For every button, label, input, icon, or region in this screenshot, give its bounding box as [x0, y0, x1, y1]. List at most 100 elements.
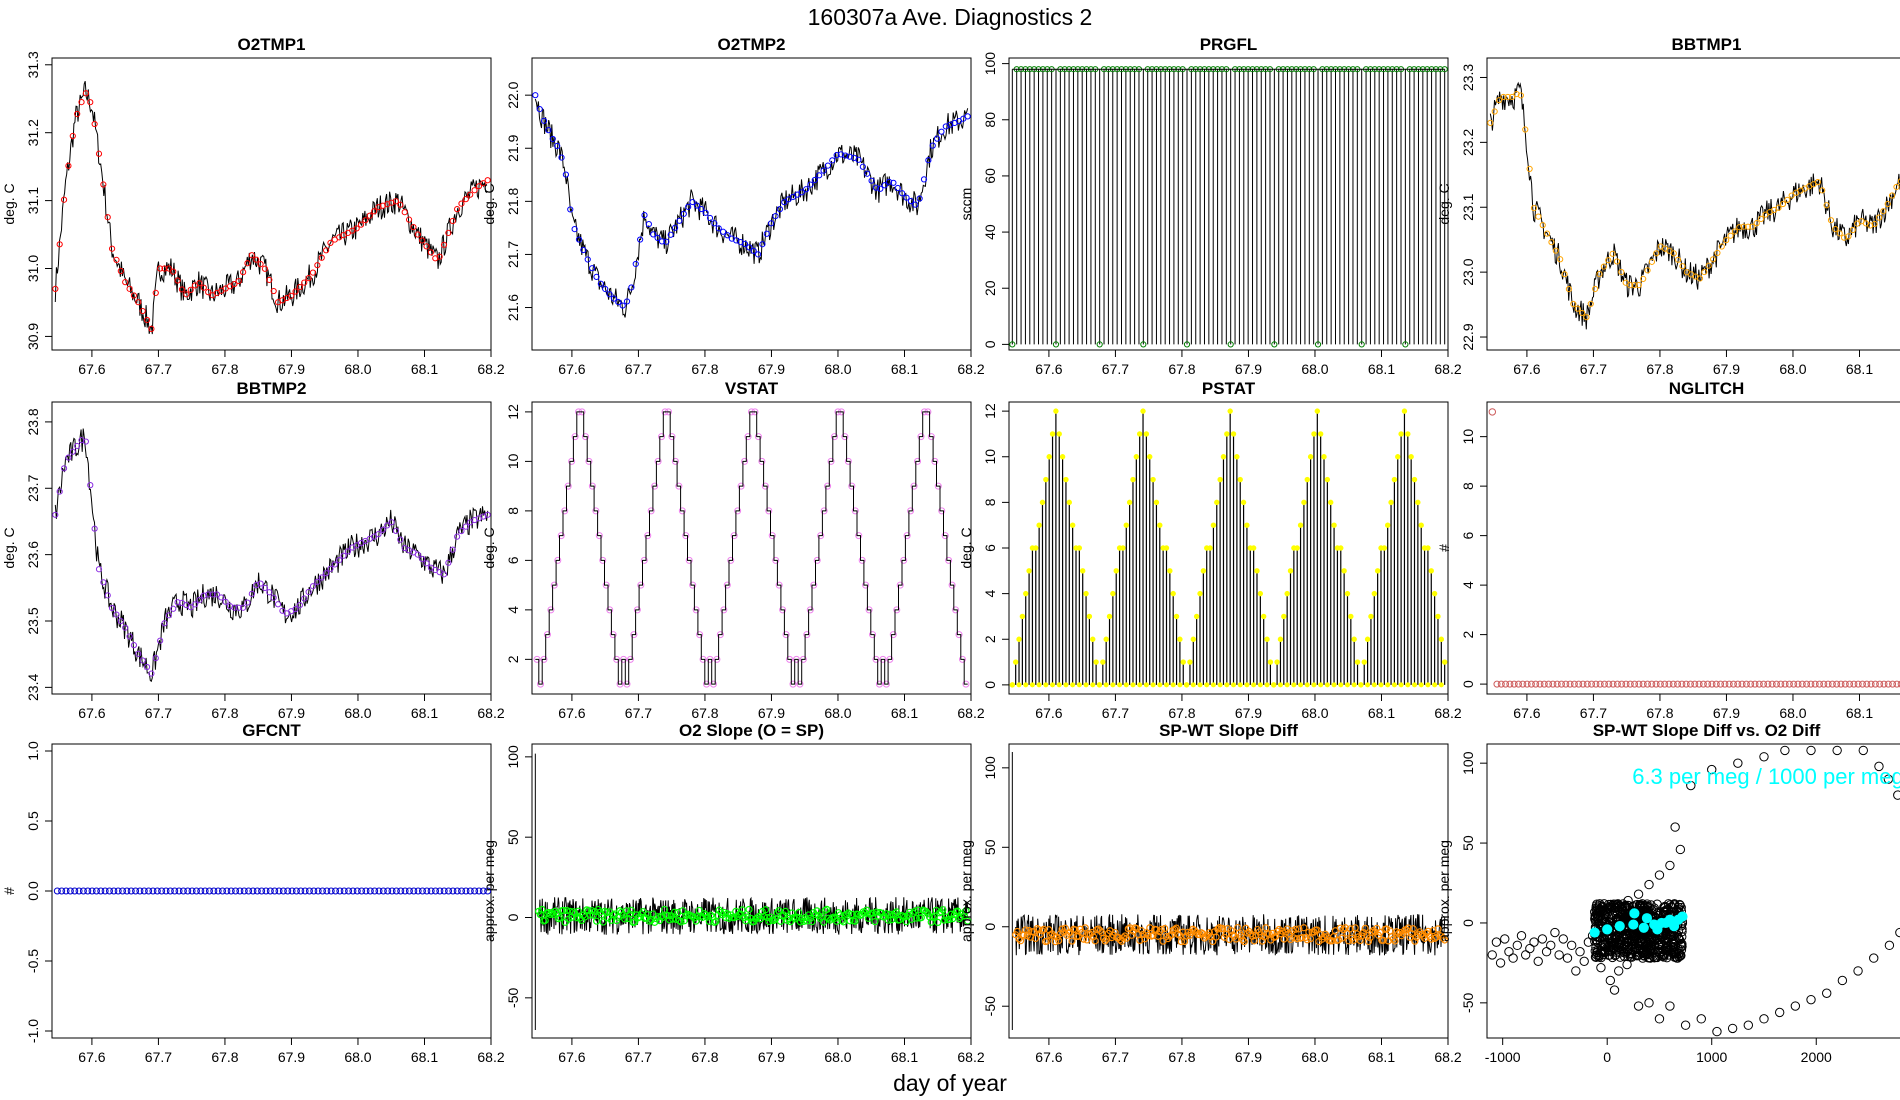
- data-point: [244, 260, 251, 267]
- data-point: [327, 887, 335, 895]
- data-point: [1398, 682, 1404, 688]
- data-point: [952, 606, 960, 614]
- data-point: [1113, 568, 1119, 574]
- data-point: [1404, 924, 1412, 932]
- data-point: [1557, 680, 1565, 688]
- data-point: [1537, 934, 1548, 944]
- data-point: [1219, 924, 1227, 933]
- data-point: [1177, 636, 1183, 642]
- data-point: [1101, 937, 1109, 945]
- data-point: [71, 887, 79, 895]
- chart-title: BBTMP2: [237, 379, 307, 398]
- data-point: [929, 142, 936, 149]
- data-point: [1840, 234, 1848, 241]
- data-point: [712, 917, 720, 926]
- data-point: [362, 887, 370, 895]
- data-point: [879, 655, 887, 663]
- data-point: [547, 606, 555, 614]
- data-point: [235, 604, 242, 611]
- data-point: [855, 156, 862, 163]
- series-line: [1015, 914, 1446, 956]
- data-point: [1785, 680, 1793, 688]
- data-point: [445, 229, 452, 237]
- data-point: [91, 525, 98, 532]
- plot-frame: [531, 743, 972, 1039]
- data-point: [624, 914, 632, 923]
- data-point: [759, 241, 766, 248]
- data-point: [654, 457, 662, 465]
- data-point: [768, 220, 775, 227]
- data-point: [1588, 680, 1596, 688]
- data-point: [1043, 476, 1049, 483]
- data-point: [1284, 590, 1290, 597]
- data-point: [418, 887, 426, 895]
- data-point: [249, 887, 257, 895]
- data-point: [309, 269, 317, 276]
- y-axis-label: deg. C: [1436, 183, 1452, 224]
- y-tick-label: 40: [982, 224, 998, 240]
- data-point: [646, 917, 654, 925]
- data-point: [758, 457, 766, 465]
- data-point: [599, 918, 607, 926]
- data-point: [1381, 545, 1388, 551]
- chart-vstat: VSTAT deg. C 67.6 67.7 67.8 67.9 68.0 68.1 68.2 2…: [481, 379, 985, 721]
- data-point: [744, 433, 752, 441]
- data-point: [864, 914, 872, 922]
- data-point: [1875, 214, 1883, 221]
- data-point: [664, 911, 672, 920]
- data-point: [170, 605, 177, 612]
- data-point: [1633, 889, 1644, 899]
- data-point: [200, 592, 207, 599]
- data-point: [1214, 499, 1220, 506]
- y-axis-label: #: [1436, 544, 1452, 552]
- data-point: [1029, 682, 1035, 688]
- data-point: [165, 612, 172, 619]
- data-point: [844, 457, 852, 465]
- data-point: [670, 908, 679, 916]
- data-point: [799, 655, 807, 663]
- chart-pstat: PSTAT deg. C 67.6 67.7 67.8 67.9 68.0 68.1 68.2 0…: [958, 379, 1462, 721]
- data-point: [1883, 774, 1894, 784]
- data-point: [1351, 636, 1357, 642]
- data-point: [567, 206, 574, 213]
- data-point: [266, 887, 274, 895]
- data-point: [139, 657, 146, 664]
- data-point: [318, 574, 325, 581]
- data-point: [1596, 680, 1604, 688]
- data-point: [789, 680, 797, 688]
- figure-title: 160307a Ave. Diagnostics 2: [807, 4, 1093, 30]
- data-point: [958, 655, 966, 663]
- y-tick-label: 100: [982, 52, 998, 76]
- data-point: [1204, 682, 1210, 688]
- data-point: [916, 195, 923, 202]
- data-point: [538, 905, 546, 914]
- data-point: [761, 906, 770, 914]
- data-point: [1434, 925, 1442, 933]
- data-point: [886, 655, 894, 663]
- data-point: [556, 914, 564, 922]
- data-point: [1441, 936, 1449, 944]
- data-point: [56, 241, 63, 248]
- data-point: [616, 680, 624, 688]
- data-point: [427, 887, 435, 895]
- data-point: [846, 153, 853, 160]
- data-point: [1595, 935, 1606, 946]
- data-point: [1539, 222, 1546, 229]
- data-point: [1431, 934, 1439, 943]
- data-point: [1376, 928, 1384, 937]
- data-point: [1487, 950, 1497, 960]
- data-point: [69, 448, 76, 455]
- y-tick-label: 10: [982, 449, 998, 465]
- data-point: [136, 887, 144, 895]
- y-tick-label: 60: [982, 168, 998, 184]
- data-point: [1167, 568, 1173, 574]
- data-point: [371, 887, 379, 895]
- data-point: [1324, 476, 1331, 483]
- data-point: [270, 594, 277, 601]
- x-tick-label: 68.1: [891, 361, 918, 377]
- data-point: [846, 917, 854, 925]
- data-point: [1048, 930, 1056, 938]
- data-point: [626, 655, 634, 663]
- data-point: [1143, 431, 1150, 437]
- x-tick-label: 67.7: [1102, 705, 1129, 721]
